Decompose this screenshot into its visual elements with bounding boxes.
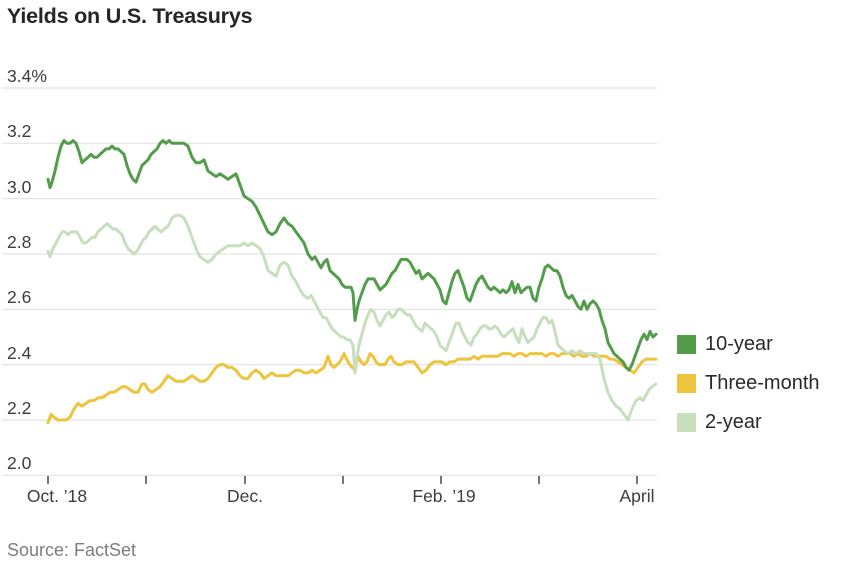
legend-label: 10-year [705,333,773,355]
y-axis-label: 2.6 [7,287,32,308]
chart-legend: 10-year Three-month 2-year [677,333,820,450]
legend-item-three-month: Three-month [677,372,820,394]
x-axis-label: Feb. ’19 [412,486,476,506]
y-axis-label: 3.0 [7,176,32,197]
y-axis-label: 2.2 [7,397,32,418]
legend-item-10-year: 10-year [677,333,820,355]
y-axis-label: 2.8 [7,231,32,252]
10-year-swatch-icon [677,334,696,354]
x-axis-label: Dec. [227,486,263,506]
y-axis-label: 3.2 [7,121,32,142]
y-axis-label: 3.4% [7,66,47,86]
three-month-swatch-icon [677,373,696,393]
y-axis-label: 2.0 [7,453,32,474]
x-axis-label: Oct. ’18 [26,486,88,506]
legend-item-2-year: 2-year [677,411,820,433]
2-year-swatch-icon [677,412,696,432]
x-axis-label: April [619,486,655,506]
legend-label: 2-year [705,411,762,433]
chart-title: Yields on U.S. Treasurys [7,4,253,28]
legend-label: Three-month [705,372,820,394]
source-attribution: Source: FactSet [7,540,137,560]
y-axis-label: 2.4 [7,342,32,363]
